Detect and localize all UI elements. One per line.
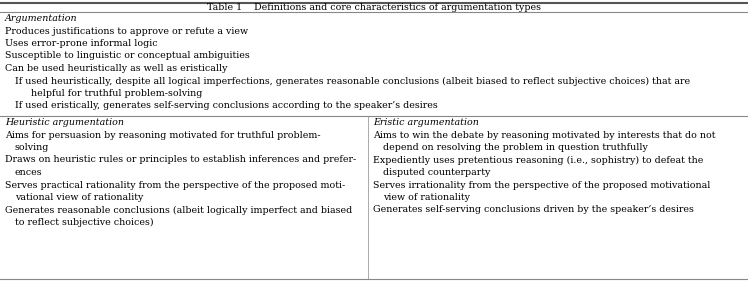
Text: helpful for truthful problem-solving: helpful for truthful problem-solving xyxy=(25,89,203,98)
Text: Serves practical rationality from the perspective of the proposed moti-: Serves practical rationality from the pe… xyxy=(5,180,346,189)
Text: Eristic argumentation: Eristic argumentation xyxy=(373,118,479,127)
Text: Aims to win the debate by reasoning motivated by interests that do not: Aims to win the debate by reasoning moti… xyxy=(373,130,716,139)
Text: Can be used heuristically as well as eristically: Can be used heuristically as well as eri… xyxy=(5,64,227,73)
Text: disputed counterparty: disputed counterparty xyxy=(383,168,491,177)
Text: ences: ences xyxy=(15,168,43,177)
Text: Aims for persuasion by reasoning motivated for truthful problem-: Aims for persuasion by reasoning motivat… xyxy=(5,130,321,139)
Text: vational view of rationality: vational view of rationality xyxy=(15,193,144,202)
Text: If used heuristically, despite all logical imperfections, generates reasonable c: If used heuristically, despite all logic… xyxy=(15,76,690,86)
Text: Uses error-prone informal logic: Uses error-prone informal logic xyxy=(5,39,158,48)
Text: If used eristically, generates self-serving conclusions according to the speaker: If used eristically, generates self-serv… xyxy=(15,101,438,110)
Text: Susceptible to linguistic or conceptual ambiguities: Susceptible to linguistic or conceptual … xyxy=(5,51,250,60)
Text: Generates self-serving conclusions driven by the speaker’s desires: Generates self-serving conclusions drive… xyxy=(373,205,694,214)
Text: Generates reasonable conclusions (albeit logically imperfect and biased: Generates reasonable conclusions (albeit… xyxy=(5,205,352,215)
Text: Draws on heuristic rules or principles to establish inferences and prefer-: Draws on heuristic rules or principles t… xyxy=(5,155,356,164)
Text: Argumentation: Argumentation xyxy=(5,14,78,23)
Text: solving: solving xyxy=(15,143,49,152)
Text: view of rationality: view of rationality xyxy=(383,193,470,202)
Text: depend on resolving the problem in question truthfully: depend on resolving the problem in quest… xyxy=(383,143,648,152)
Text: Serves irrationality from the perspective of the proposed motivational: Serves irrationality from the perspectiv… xyxy=(373,180,711,189)
Text: Expediently uses pretentious reasoning (i.e., sophistry) to defeat the: Expediently uses pretentious reasoning (… xyxy=(373,155,703,165)
Text: Table 1    Definitions and core characteristics of argumentation types: Table 1 Definitions and core characteris… xyxy=(207,3,541,12)
Text: Produces justifications to approve or refute a view: Produces justifications to approve or re… xyxy=(5,26,248,35)
Text: to reflect subjective choices): to reflect subjective choices) xyxy=(15,218,153,227)
Text: Heuristic argumentation: Heuristic argumentation xyxy=(5,118,124,127)
